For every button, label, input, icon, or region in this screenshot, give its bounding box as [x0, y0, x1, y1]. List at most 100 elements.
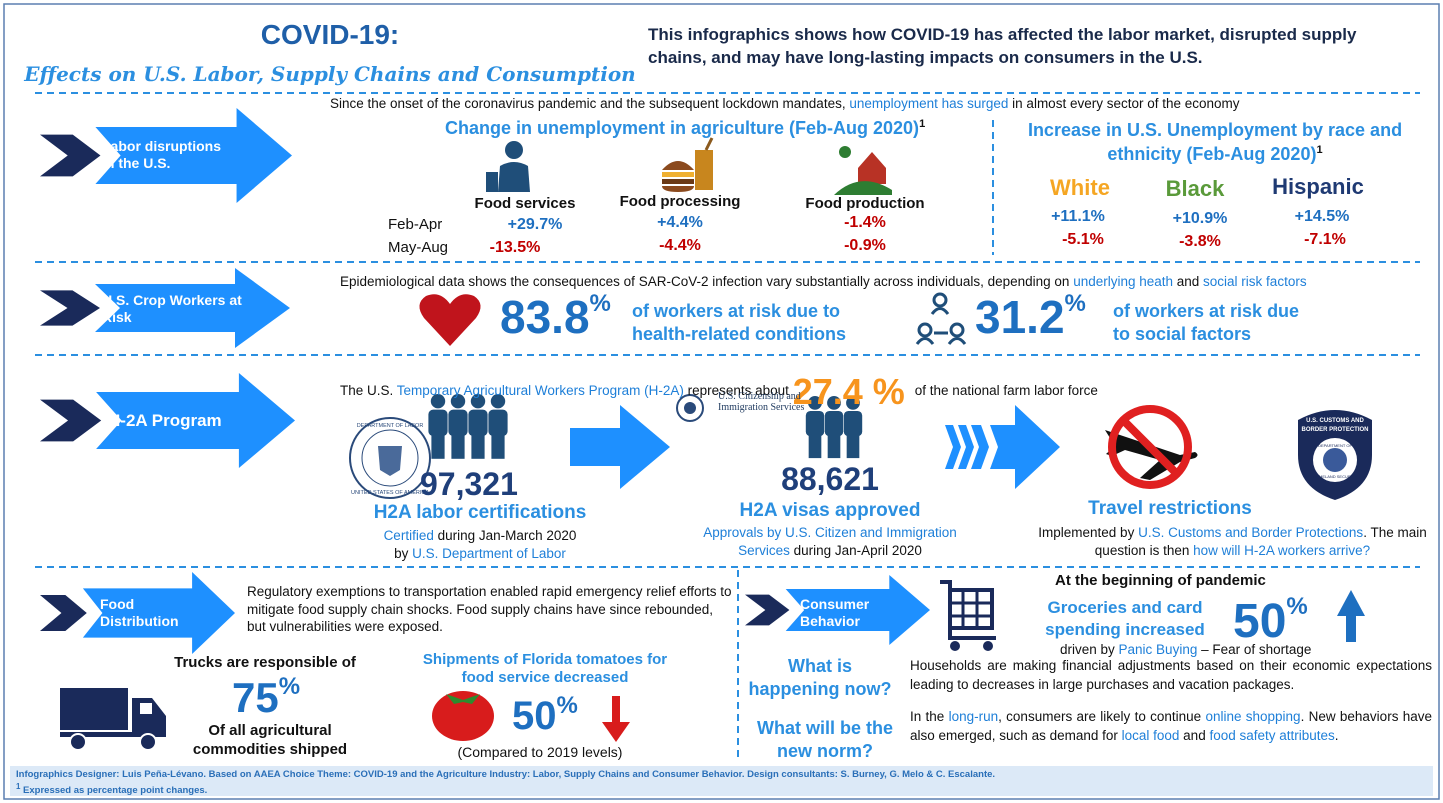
cart-icon	[950, 590, 992, 628]
infographic: DEPARTMENT OF LABORUNITED STATES OF AMER…	[0, 0, 1443, 803]
item-desc: Certified during Jan-March 2020 by U.S. …	[375, 527, 585, 562]
network-icon	[917, 339, 933, 345]
para-highlight: long-run	[949, 709, 999, 724]
down-arrow	[612, 696, 620, 726]
cart-wheel	[983, 641, 993, 651]
stat-unit: %	[279, 673, 300, 700]
stat-number: 75	[232, 674, 279, 721]
change-value: -5.1%	[1023, 230, 1143, 249]
icon	[662, 179, 694, 184]
arrow-label: Food Distribution	[100, 596, 190, 630]
item-title: H2A visas approved	[720, 500, 940, 523]
cart-wheel	[950, 641, 960, 651]
change-value: -4.4%	[620, 236, 740, 255]
change-value: -0.9%	[805, 236, 925, 255]
group-label: Black	[1135, 176, 1255, 202]
question: What is happening now?	[745, 655, 895, 702]
paragraph: Regulatory exemptions to transportation …	[247, 583, 732, 636]
change-value: +4.4%	[620, 213, 740, 232]
desc-highlight: Approvals by	[703, 525, 785, 540]
intro-text: of the national farm labor force	[915, 383, 1098, 398]
truck-icon	[140, 703, 152, 714]
period-label: Feb-Apr	[388, 216, 442, 234]
question: What will be the new norm?	[745, 717, 905, 764]
person-icon	[431, 430, 444, 459]
change-value: +10.9%	[1140, 209, 1260, 228]
desc-highlight: U.S. Customs and Border Protections	[1138, 525, 1363, 540]
stat-number: 83.8	[500, 291, 590, 343]
intro-text: The U.S.	[340, 383, 397, 398]
chevron	[40, 290, 100, 325]
intro-highlight: Temporary Agricultural Workers Program (…	[397, 383, 684, 398]
person-icon	[451, 430, 464, 459]
truck-icon	[60, 688, 128, 730]
intro-text: and	[1173, 274, 1203, 289]
stat-text: of workers at risk due to health-related…	[632, 300, 862, 345]
footer-note: 1 Expressed as percentage point changes.	[16, 782, 207, 797]
stat-number: 31.2	[975, 291, 1065, 343]
intro-highlight: social risk factors	[1203, 274, 1307, 289]
network-icon	[951, 324, 963, 336]
para-highlight: food safety attributes	[1209, 728, 1334, 743]
person-icon	[828, 431, 841, 459]
network-icon	[932, 309, 948, 315]
change-value: -13.5%	[455, 238, 575, 257]
seal-text: BORDER PROTECTION	[1301, 427, 1368, 433]
stat-text: of workers at risk due to social factors	[1113, 300, 1303, 345]
subtitle: Effects on U.S. Labor, Supply Chains and…	[20, 62, 640, 86]
item-title: H2A labor certifications	[360, 502, 600, 525]
footnote-mark: 1	[1316, 144, 1322, 156]
stat: 31.2%	[975, 290, 1086, 345]
icon	[498, 162, 530, 192]
icon	[662, 172, 694, 177]
chevron	[40, 400, 101, 442]
change-value: -1.4%	[805, 213, 925, 232]
stat-unit: %	[590, 290, 611, 317]
desc-text: during Jan-April 2020	[790, 543, 922, 558]
stat: 50%	[512, 692, 578, 740]
change-value: -7.1%	[1265, 230, 1385, 249]
footer: Infographics Designer: Luis Peña-Lévano.…	[10, 766, 1433, 796]
intro: Epidemiological data shows the consequen…	[340, 274, 1307, 290]
icon	[662, 161, 694, 170]
paragraph: In the long-run, consumers are likely to…	[910, 708, 1432, 746]
stat-unit: %	[1286, 593, 1307, 620]
title: COVID-19:	[200, 18, 460, 52]
icon	[486, 172, 498, 192]
item-desc: Implemented by U.S. Customs and Border P…	[1030, 524, 1435, 559]
arrow-label: U.S. Crop Workers at Risk	[102, 292, 242, 326]
period-label: May-Aug	[388, 239, 448, 257]
tomato-icon	[432, 691, 494, 741]
seal-text: DEPARTMENT OF	[1318, 443, 1352, 448]
icon	[839, 146, 851, 158]
seal-text: HOMELAND SECURITY	[1313, 474, 1357, 479]
intro-text: in almost every sector of the economy	[1008, 96, 1239, 111]
paragraph: Households are making financial adjustme…	[910, 657, 1432, 695]
change-value: +29.7%	[475, 215, 595, 234]
person-icon	[491, 430, 504, 459]
section-heading: Increase in U.S. Unemployment by race an…	[1010, 118, 1420, 167]
para-text: and	[1179, 728, 1209, 743]
icon	[858, 152, 886, 184]
heading-text: Increase in U.S. Unemployment by race an…	[1028, 120, 1402, 164]
para-text: , consumers are likely to continue	[998, 709, 1205, 724]
footer-credits: Infographics Designer: Luis Peña-Lévano.…	[16, 769, 995, 780]
arrow-label: H-2A Program	[108, 411, 222, 431]
change-value: -3.8%	[1140, 232, 1260, 251]
agency-name: U.S. Citizenship and Immigration Service…	[718, 392, 808, 413]
arrow-label: Consumer Behavior	[800, 596, 890, 630]
network-icon	[919, 324, 931, 336]
arrow	[990, 405, 1060, 489]
footnote-text: Expressed as percentage point changes.	[20, 785, 207, 796]
arrow-label: Labor disruptions in the U.S.	[102, 138, 237, 172]
item-desc: Approvals by U.S. Citizen and Immigratio…	[690, 524, 970, 559]
stat: 75%	[232, 673, 300, 723]
sector-label: Food services	[455, 195, 595, 213]
description: This infographics shows how COVID-19 has…	[648, 24, 1368, 70]
para-text: .	[1335, 728, 1339, 743]
seal-text: U.S. CUSTOMS AND	[1306, 418, 1364, 424]
icon	[695, 150, 713, 190]
chevron	[40, 595, 87, 631]
intro-text: Epidemiological data shows the consequen…	[340, 274, 1073, 289]
share-number: 27.4 %	[793, 371, 915, 412]
